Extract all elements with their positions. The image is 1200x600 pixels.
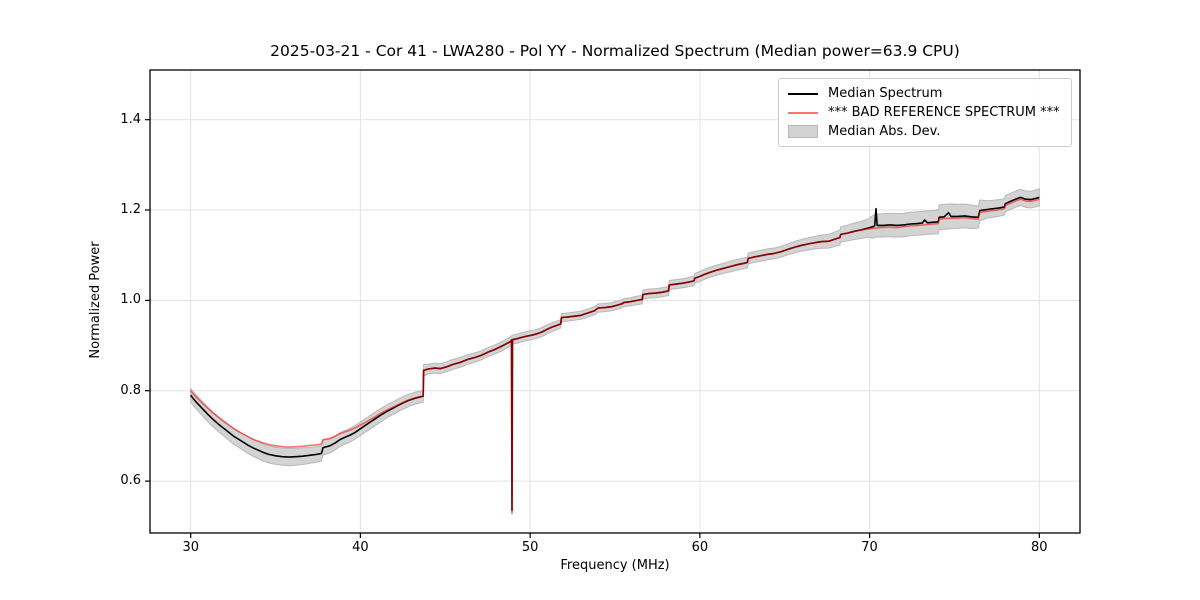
median-line-swatch-icon	[788, 92, 818, 95]
legend-item-median-spectrum: Median Spectrum	[788, 84, 1061, 103]
x-tick-label: 70	[861, 540, 878, 555]
legend-label: Median Abs. Dev.	[828, 124, 941, 139]
bad-reference-spectrum-line	[190, 198, 1040, 515]
y-tick-label: 0.8	[120, 382, 141, 398]
legend-label: Median Spectrum	[828, 86, 943, 101]
x-axis-label: Frequency (MHz)	[560, 558, 670, 573]
grid	[150, 70, 1080, 533]
axis-tick-marks	[145, 119, 1040, 538]
reference-line-swatch-icon	[788, 111, 818, 114]
x-tick-label: 30	[182, 540, 199, 555]
mad-band	[190, 188, 1040, 467]
y-tick-label: 1.0	[120, 292, 141, 308]
legend-label: *** BAD REFERENCE SPECTRUM ***	[828, 105, 1060, 120]
y-tick-label: 1.4	[120, 111, 141, 127]
y-tick-label: 0.6	[120, 473, 141, 489]
x-tick-label: 50	[521, 540, 539, 555]
axes-border	[149, 69, 1081, 534]
x-tick-label: 60	[691, 540, 709, 555]
mad-band-swatch-icon	[788, 125, 818, 138]
median-spectrum-line	[190, 196, 1040, 512]
plot-title: 2025-03-21 - Cor 41 - LWA280 - Pol YY - …	[270, 42, 960, 60]
x-tick-label: 80	[1030, 540, 1048, 555]
y-tick-label: 1.2	[120, 202, 141, 218]
legend-item-bad-reference: *** BAD REFERENCE SPECTRUM ***	[788, 103, 1061, 122]
legend: Median Spectrum *** BAD REFERENCE SPECTR…	[778, 78, 1072, 147]
x-tick-label: 40	[352, 540, 369, 555]
legend-item-median-abs-dev: Median Abs. Dev.	[788, 122, 1061, 141]
